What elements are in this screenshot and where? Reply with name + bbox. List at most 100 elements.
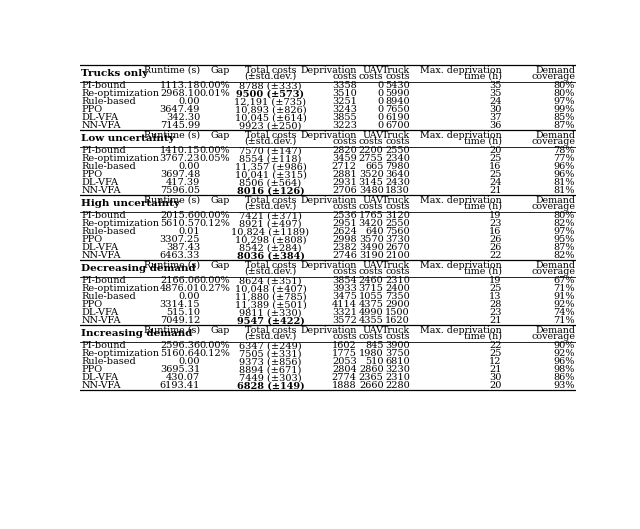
Text: Runtime (s): Runtime (s) xyxy=(144,66,200,75)
Text: 77%: 77% xyxy=(554,154,575,163)
Text: PI-bound: PI-bound xyxy=(81,81,126,90)
Text: 16: 16 xyxy=(489,227,502,236)
Text: 81%: 81% xyxy=(554,178,575,187)
Text: 1888: 1888 xyxy=(332,381,356,390)
Text: 2900: 2900 xyxy=(385,300,410,309)
Text: 2280: 2280 xyxy=(385,381,410,390)
Text: costs: costs xyxy=(332,267,356,276)
Text: 25: 25 xyxy=(489,154,502,163)
Text: (±std.dev.): (±std.dev.) xyxy=(244,72,296,81)
Text: 2596.36: 2596.36 xyxy=(160,341,200,350)
Text: 5610.57: 5610.57 xyxy=(160,220,200,229)
Text: 9373 (±856): 9373 (±856) xyxy=(239,357,301,366)
Text: 845: 845 xyxy=(365,341,383,350)
Text: 3459: 3459 xyxy=(332,154,356,163)
Text: 4876.01: 4876.01 xyxy=(160,284,200,293)
Text: 9811 (±330): 9811 (±330) xyxy=(239,308,301,317)
Text: Deprivation: Deprivation xyxy=(300,196,356,205)
Text: 665: 665 xyxy=(365,162,383,171)
Text: 90%: 90% xyxy=(554,341,575,350)
Text: 3767.23: 3767.23 xyxy=(159,154,200,163)
Text: Re-optimization: Re-optimization xyxy=(81,220,159,229)
Text: 91%: 91% xyxy=(554,293,575,302)
Text: 2706: 2706 xyxy=(332,186,356,195)
Text: 10,298 (±808): 10,298 (±808) xyxy=(235,235,306,244)
Text: 6193.41: 6193.41 xyxy=(159,381,200,390)
Text: 67%: 67% xyxy=(554,276,575,285)
Text: 2200: 2200 xyxy=(359,147,383,156)
Text: Truck: Truck xyxy=(381,261,410,270)
Text: DL-VFA: DL-VFA xyxy=(81,113,118,122)
Text: Total costs: Total costs xyxy=(244,326,296,335)
Text: 0.05%: 0.05% xyxy=(199,154,230,163)
Text: 2931: 2931 xyxy=(332,178,356,187)
Text: 0: 0 xyxy=(378,121,383,130)
Text: Total costs: Total costs xyxy=(244,261,296,270)
Text: Rule-based: Rule-based xyxy=(81,227,136,236)
Text: 0: 0 xyxy=(378,113,383,122)
Text: PI-bound: PI-bound xyxy=(81,276,126,285)
Text: 10,045 (±614): 10,045 (±614) xyxy=(235,113,307,122)
Text: 25: 25 xyxy=(489,170,502,179)
Text: 74%: 74% xyxy=(554,308,575,317)
Text: 11,880 (±785): 11,880 (±785) xyxy=(235,293,307,302)
Text: 3695.31: 3695.31 xyxy=(160,366,200,375)
Text: Truck: Truck xyxy=(381,196,410,205)
Text: Max. deprivation: Max. deprivation xyxy=(420,261,502,270)
Text: 8788 (±333): 8788 (±333) xyxy=(239,81,301,90)
Text: 93%: 93% xyxy=(554,381,575,390)
Text: 37: 37 xyxy=(489,113,502,122)
Text: 3572: 3572 xyxy=(332,316,356,325)
Text: 3750: 3750 xyxy=(385,349,410,358)
Text: 0: 0 xyxy=(378,97,383,106)
Text: costs: costs xyxy=(359,202,383,211)
Text: 23: 23 xyxy=(489,308,502,317)
Text: PI-bound: PI-bound xyxy=(81,211,126,220)
Text: 2746: 2746 xyxy=(332,251,356,260)
Text: 85%: 85% xyxy=(554,113,575,122)
Text: 36: 36 xyxy=(489,121,502,130)
Text: Gap: Gap xyxy=(211,66,230,75)
Text: Max. deprivation: Max. deprivation xyxy=(420,196,502,205)
Text: 3510: 3510 xyxy=(332,89,356,98)
Text: Demand: Demand xyxy=(535,66,575,75)
Text: 28: 28 xyxy=(489,300,502,309)
Text: 0.01: 0.01 xyxy=(179,227,200,236)
Text: 96%: 96% xyxy=(554,170,575,179)
Text: 98%: 98% xyxy=(554,366,575,375)
Text: 342.30: 342.30 xyxy=(166,113,200,122)
Text: 71%: 71% xyxy=(554,316,575,325)
Text: Truck: Truck xyxy=(381,66,410,75)
Text: costs: costs xyxy=(359,267,383,276)
Text: 0.01%: 0.01% xyxy=(199,89,230,98)
Text: 2998: 2998 xyxy=(332,235,356,244)
Text: 2774: 2774 xyxy=(332,373,356,382)
Text: 3480: 3480 xyxy=(359,186,383,195)
Text: 3321: 3321 xyxy=(332,308,356,317)
Text: 5160.64: 5160.64 xyxy=(160,349,200,358)
Text: 3647.49: 3647.49 xyxy=(159,105,200,114)
Text: 3520: 3520 xyxy=(359,170,383,179)
Text: 8940: 8940 xyxy=(385,97,410,106)
Text: 7505 (±331): 7505 (±331) xyxy=(239,349,301,358)
Text: 20: 20 xyxy=(489,381,502,390)
Text: 4114: 4114 xyxy=(332,300,356,309)
Text: 1830: 1830 xyxy=(385,186,410,195)
Text: 640: 640 xyxy=(365,227,383,236)
Text: 2670: 2670 xyxy=(385,243,410,252)
Text: Total costs: Total costs xyxy=(244,196,296,205)
Text: Re-optimization: Re-optimization xyxy=(81,154,159,163)
Text: PPO: PPO xyxy=(81,235,102,244)
Text: coverage: coverage xyxy=(531,332,575,341)
Text: (±std.dev.): (±std.dev.) xyxy=(244,332,296,341)
Text: 3230: 3230 xyxy=(385,366,410,375)
Text: 2310: 2310 xyxy=(385,373,410,382)
Text: 10,893 (±826): 10,893 (±826) xyxy=(235,105,307,114)
Text: DL-VFA: DL-VFA xyxy=(81,178,118,187)
Text: 0.12%: 0.12% xyxy=(199,220,230,229)
Text: 3243: 3243 xyxy=(332,105,356,114)
Text: 97%: 97% xyxy=(554,97,575,106)
Text: costs: costs xyxy=(359,332,383,341)
Text: 2430: 2430 xyxy=(385,178,410,187)
Text: 1765: 1765 xyxy=(359,211,383,220)
